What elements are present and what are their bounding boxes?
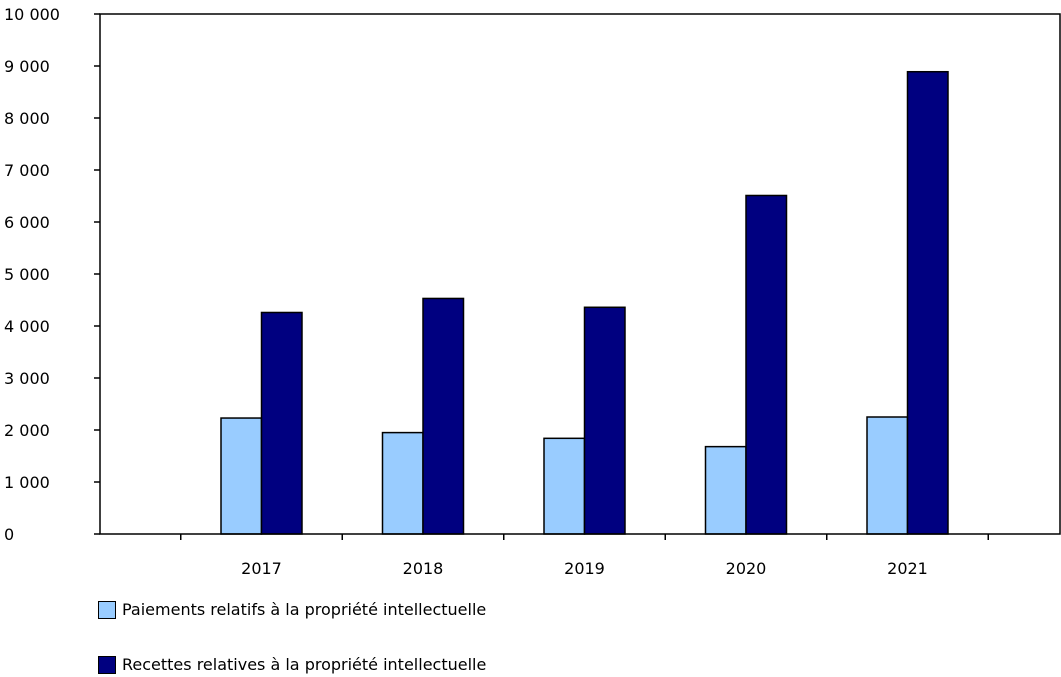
x-tick-label: 2020 bbox=[726, 559, 767, 578]
legend-item-receipts: Recettes relatives à la propriété intell… bbox=[98, 655, 486, 674]
legend-swatch-receipts bbox=[98, 655, 116, 674]
bar-payments-2020 bbox=[704, 445, 747, 535]
y-tick-label: 2 000 bbox=[4, 421, 50, 440]
bar-receipts-2021 bbox=[906, 70, 949, 535]
y-tick-label: 10 000 bbox=[4, 5, 60, 24]
bar-receipts-2017 bbox=[260, 311, 303, 535]
x-tick-label: 2019 bbox=[564, 559, 605, 578]
legend-label-payments: Paiements relatifs à la propriété intell… bbox=[122, 600, 487, 619]
y-tick-label: 0 bbox=[4, 525, 14, 544]
y-axis: 0 1 000 2 000 3 000 4 000 5 000 6 000 7 000 8 00… bbox=[4, 5, 100, 544]
y-tick-label: 3 000 bbox=[4, 369, 50, 388]
y-tick-label: 6 000 bbox=[4, 213, 50, 232]
y-tick-label: 8 000 bbox=[4, 109, 50, 128]
legend-item-payments: Paiements relatifs à la propriété intell… bbox=[98, 600, 486, 619]
bar-chart: 0 1 000 2 000 3 000 4 000 5 000 6 000 7 000 8 00… bbox=[4, 5, 1061, 578]
y-tick-label: 1 000 bbox=[4, 473, 50, 492]
legend-swatch-payments bbox=[98, 600, 116, 619]
bar-payments-2019 bbox=[543, 437, 586, 535]
plot-frame bbox=[99, 13, 1061, 535]
x-tick-label: 2018 bbox=[403, 559, 444, 578]
y-tick-label: 4 000 bbox=[4, 317, 50, 336]
y-tick-label: 9 000 bbox=[4, 57, 50, 76]
x-tick-label: 2017 bbox=[241, 559, 282, 578]
bar-payments-2021 bbox=[866, 416, 909, 535]
bar-payments-2018 bbox=[381, 431, 424, 535]
bar-receipts-2019 bbox=[583, 306, 626, 535]
bar-receipts-2018 bbox=[422, 297, 465, 535]
y-tick-label: 5 000 bbox=[4, 265, 50, 284]
bars bbox=[220, 70, 949, 535]
legend-label-receipts: Recettes relatives à la propriété intell… bbox=[122, 655, 487, 674]
x-axis: 2017 2018 2019 2020 2021 bbox=[180, 534, 989, 578]
bar-payments-2017 bbox=[220, 417, 263, 535]
y-tick-label: 7 000 bbox=[4, 161, 50, 180]
bar-receipts-2020 bbox=[745, 194, 788, 535]
x-tick-label: 2021 bbox=[887, 559, 928, 578]
